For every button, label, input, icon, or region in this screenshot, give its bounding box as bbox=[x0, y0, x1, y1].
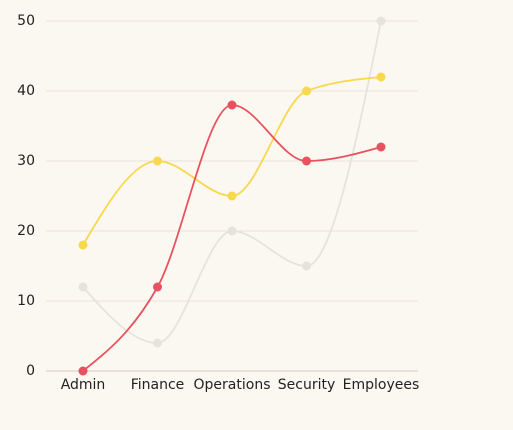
y-tick-label: 40 bbox=[17, 83, 35, 99]
y-tick-label: 20 bbox=[17, 223, 35, 239]
point bbox=[302, 261, 311, 271]
y-tick-label: 0 bbox=[26, 363, 35, 379]
x-tick-label: Finance bbox=[131, 377, 185, 393]
point bbox=[153, 282, 162, 292]
x-tick-label: Operations bbox=[194, 377, 271, 393]
point bbox=[227, 226, 237, 236]
y-tick-label: 30 bbox=[17, 153, 35, 169]
x-tick-label: Security bbox=[278, 377, 336, 393]
point bbox=[78, 282, 88, 292]
x-tick-label: Admin bbox=[61, 377, 106, 393]
series-line bbox=[82, 104, 382, 372]
point bbox=[376, 142, 386, 152]
point bbox=[227, 191, 237, 201]
point bbox=[153, 156, 162, 166]
y-tick-label: 50 bbox=[17, 13, 35, 29]
point bbox=[227, 100, 237, 110]
point bbox=[78, 366, 88, 376]
y-tick-label: 10 bbox=[17, 293, 35, 309]
point bbox=[376, 16, 386, 26]
point bbox=[302, 86, 311, 96]
series-line bbox=[82, 20, 382, 344]
x-tick-label: Employees bbox=[343, 377, 420, 393]
point bbox=[302, 156, 311, 166]
point bbox=[153, 338, 162, 348]
point bbox=[376, 72, 386, 82]
point bbox=[78, 240, 88, 250]
